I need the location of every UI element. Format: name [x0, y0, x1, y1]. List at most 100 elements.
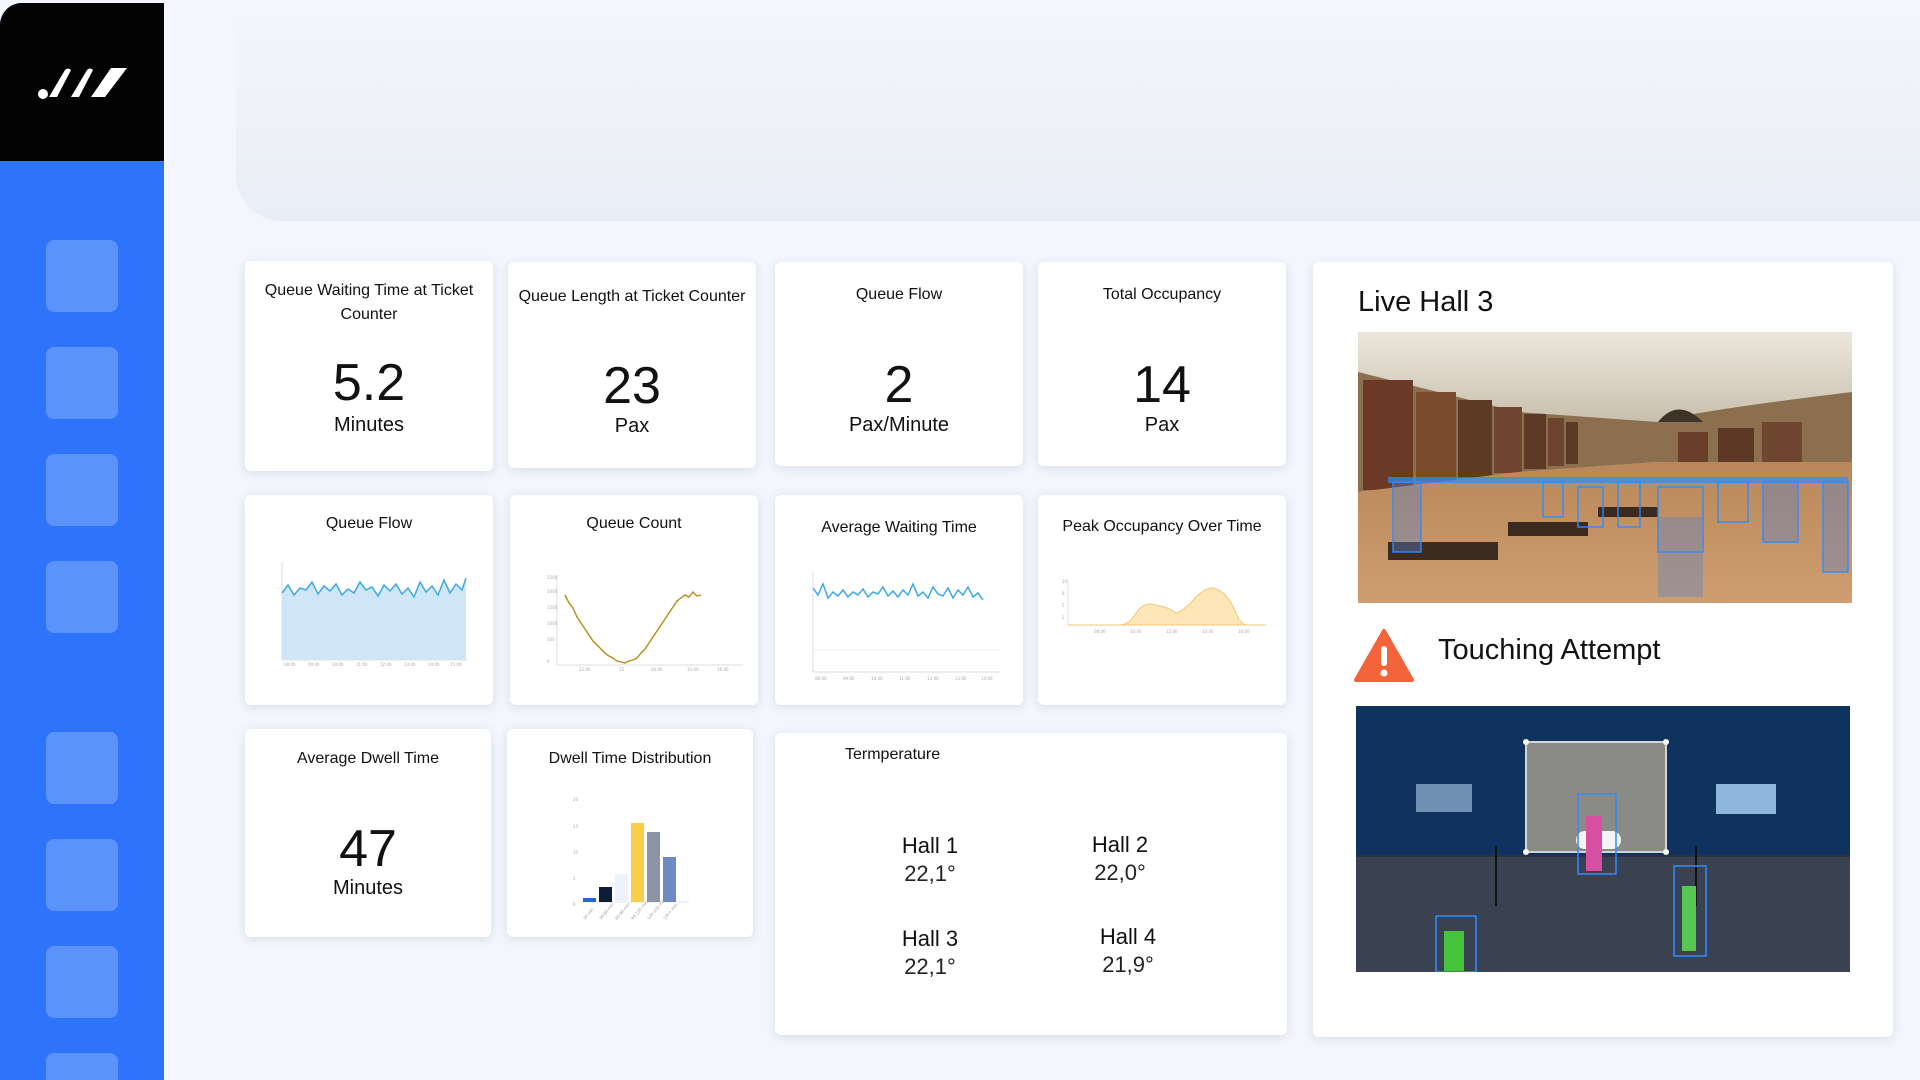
chart-title: Queue Count [586, 515, 682, 532]
svg-text:1500: 1500 [547, 605, 558, 610]
svg-text:8: 8 [1062, 591, 1065, 596]
dwell-bar-5 [647, 832, 660, 902]
metric-card-total-occupancy[interactable]: Total Occupancy 14 Pax [1038, 262, 1286, 466]
brand-logo-icon [38, 68, 127, 99]
nav-item-8[interactable] [46, 1053, 118, 1080]
metric-unit: Minutes [332, 877, 404, 899]
chart-card-queue-flow[interactable]: Queue Flow 08:00 09:00 10:00 11:00 12:00 13:0… [245, 495, 493, 705]
chart-card-queue-count[interactable]: Queue Count 2500 2000 1500 1000 500 0 22:00 15… [510, 495, 758, 705]
dwell-bar-4 [631, 823, 644, 902]
svg-text:11:00: 11:00 [899, 676, 911, 681]
chart-card-peak-occupancy[interactable]: Peak Occupancy Over Time 10 8 5 2 08:00 10:0… [1038, 495, 1286, 705]
metric-card-queue-waiting[interactable]: Queue Waiting Time at Ticket Counter 5.2… [245, 261, 493, 471]
svg-text:20: 20 [573, 797, 579, 802]
temperature-title: Termperature [845, 746, 941, 763]
svg-text:10:00: 10:00 [332, 662, 344, 667]
metric-unit: Pax [1144, 414, 1180, 436]
sidebar [0, 3, 164, 1080]
metric-title: Queue Waiting Time at Ticket Counter [264, 282, 474, 323]
hall-3-value: 22,1° [904, 954, 956, 979]
svg-text:09:00: 09:00 [843, 676, 855, 681]
hall-3-label: Hall 3 [901, 926, 959, 951]
metric-card-avg-dwell[interactable]: Average Dwell Time 47 Minutes [245, 729, 491, 937]
svg-text:08:00: 08:00 [284, 662, 296, 667]
svg-text:60-90 min: 60-90 min [614, 901, 631, 920]
svg-text:1000: 1000 [547, 621, 558, 626]
svg-text:5: 5 [573, 876, 576, 881]
chart-title: Average Waiting Time [821, 519, 977, 536]
queue-count-chart: 2500 2000 1500 1000 500 0 22:00 15 04:00 10:00 16… [547, 575, 743, 672]
nav-item-7[interactable] [46, 946, 118, 1018]
svg-text:150+ min: 150+ min [662, 902, 679, 921]
chart-card-avg-waiting[interactable]: Average Waiting Time 08:00 09:00 10:00 11:0… [775, 495, 1023, 705]
alert-title: Touching Attempt [1438, 634, 1661, 666]
chart-title: Dwell Time Distribution [548, 750, 712, 767]
svg-text:13:00: 13:00 [404, 662, 416, 667]
metric-title: Average Dwell Time [297, 750, 439, 767]
nav-item-4[interactable] [46, 561, 118, 633]
svg-text:500: 500 [547, 637, 555, 642]
svg-text:2: 2 [1062, 615, 1065, 620]
svg-text:15: 15 [619, 667, 625, 672]
nav-item-3[interactable] [46, 454, 118, 526]
chart-title: Queue Flow [325, 515, 413, 532]
dwell-bar-2 [599, 887, 612, 902]
metric-title: Total Occupancy [1102, 286, 1222, 303]
metric-card-queue-flow[interactable]: Queue Flow 2 Pax/Minute [775, 262, 1023, 466]
svg-text:30 min: 30 min [582, 906, 595, 920]
metric-unit: Pax [614, 415, 650, 437]
dwell-bar-3 [615, 874, 628, 902]
avg-waiting-chart: 08:00 09:00 10:00 11:00 12:00 13:00 14:00 [812, 572, 1001, 681]
svg-text:14:00: 14:00 [1202, 629, 1214, 634]
metric-unit: Pax/Minute [848, 414, 950, 436]
svg-text:13:00: 13:00 [955, 676, 967, 681]
live-panel: Live Hall 3 [1313, 262, 1893, 1037]
svg-text:12:00: 12:00 [927, 676, 939, 681]
metric-value: 14 [1133, 356, 1191, 414]
hall-4-label: Hall 4 [1099, 924, 1157, 949]
metric-value: 2 [884, 356, 914, 414]
svg-text:09:00: 09:00 [308, 662, 320, 667]
svg-text:12:00: 12:00 [380, 662, 392, 667]
svg-text:08:00: 08:00 [1094, 629, 1106, 634]
svg-text:30-60 min: 30-60 min [598, 901, 615, 920]
svg-text:11:00: 11:00 [356, 662, 368, 667]
hall-4-value: 21,9° [1102, 952, 1154, 977]
metric-card-queue-length[interactable]: Queue Length at Ticket Counter 23 Pax [508, 262, 756, 468]
svg-text:10: 10 [1062, 579, 1068, 584]
hall-2-value: 22,0° [1094, 860, 1146, 885]
live-hall-camera-feed[interactable] [1358, 332, 1852, 603]
svg-text:08:00: 08:00 [815, 676, 827, 681]
svg-text:2000: 2000 [547, 589, 558, 594]
svg-text:2500: 2500 [547, 575, 558, 580]
svg-text:10: 10 [573, 850, 579, 855]
nav-item-1[interactable] [46, 240, 118, 312]
hall-1-label: Hall 1 [901, 833, 959, 858]
header-panel [236, 3, 1920, 221]
alert-camera-feed[interactable] [1356, 706, 1850, 972]
svg-text:0: 0 [547, 659, 550, 664]
peak-occupancy-chart: 10 8 5 2 08:00 10:00 12:00 14:00 16:00 [1062, 579, 1266, 634]
svg-text:0: 0 [573, 902, 576, 907]
metric-title: Queue Flow [855, 286, 943, 303]
svg-text:15:00: 15:00 [450, 662, 462, 667]
hall-2-label: Hall 2 [1091, 832, 1149, 857]
nav-item-5[interactable] [46, 732, 118, 804]
svg-text:16:00: 16:00 [1238, 629, 1250, 634]
svg-text:04:00: 04:00 [651, 667, 663, 672]
svg-text:10:00: 10:00 [871, 676, 883, 681]
chart-title: Peak Occupancy Over Time [1062, 518, 1262, 535]
metric-title: Queue Length at Ticket Counter [518, 288, 746, 305]
nav-item-6[interactable] [46, 839, 118, 911]
nav-item-2[interactable] [46, 347, 118, 419]
chart-card-dwell-distribution[interactable]: Dwell Time Distribution 20 15 10 5 0 30 min … [507, 729, 753, 937]
brand-logo[interactable] [0, 3, 164, 161]
svg-text:15: 15 [573, 824, 579, 829]
hall-1-value: 22,1° [904, 861, 956, 886]
svg-text:12:00: 12:00 [1166, 629, 1178, 634]
svg-text:14:00: 14:00 [428, 662, 440, 667]
svg-text:16:00: 16:00 [717, 667, 729, 672]
temperature-card[interactable]: Termperature Hall 1 22,1° Hall 2 22,0° H… [775, 733, 1287, 1035]
dwell-bar-1 [583, 898, 596, 902]
